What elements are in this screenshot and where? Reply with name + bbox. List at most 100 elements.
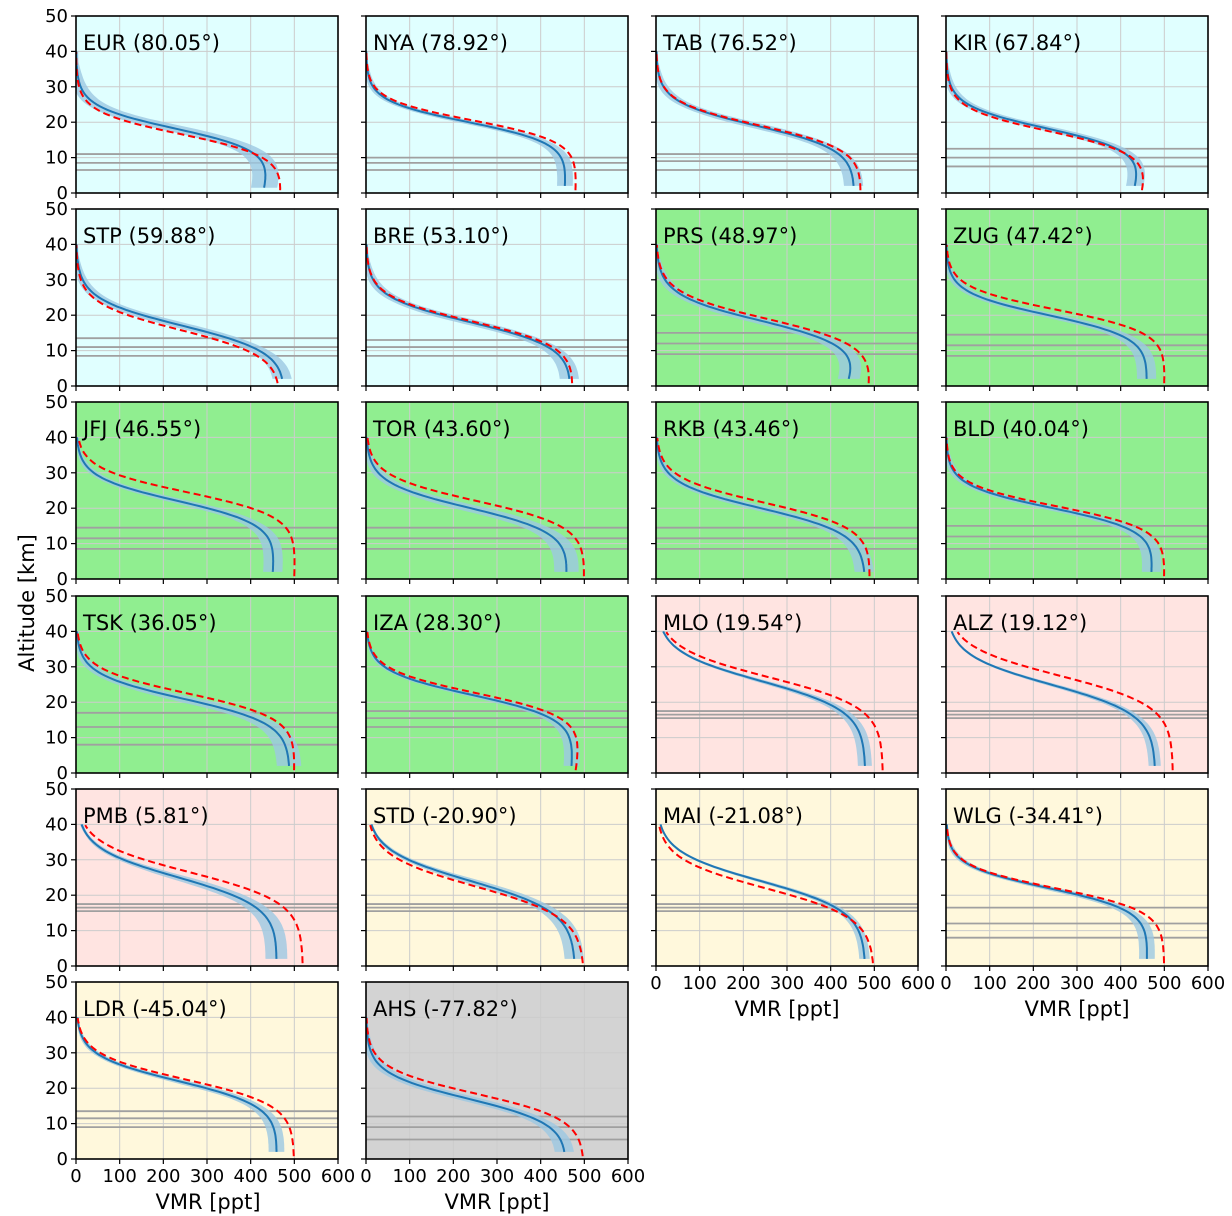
plot-area [366,16,628,193]
panel: 0 100 200 300 400 500 600 AHS (-77.82°) [360,981,645,1187]
plot-area [366,209,628,386]
y-tick-label: 40 [45,814,68,835]
panel-title: TSK (36.05°) [82,611,217,635]
panel: 0 10 20 30 40 50 STP (59.88°) [45,199,339,397]
panel: IZA (28.30°) [361,595,629,778]
reference-profile-line [656,52,862,191]
panel: KIR (67.84°) [941,15,1209,198]
plot-area [946,789,1208,966]
y-tick-label: 30 [45,270,68,291]
reference-profile-line [956,631,1174,771]
x-tick-label: 100 [102,1166,136,1187]
reference-profile-line [946,824,1165,964]
x-tick-label: 500 [277,1166,311,1187]
reference-profile-line [84,824,304,964]
x-axis-title: VMR [ppt] [1024,997,1129,1021]
panel-grid: 0 10 20 30 40 50 EUR (80.05°) NYA (78.92°) TAB (… [45,6,1225,1187]
x-tick-label: 300 [190,1166,224,1187]
plot-area [366,596,628,773]
y-tick-label: 20 [45,885,68,906]
panel-title: KIR (67.84°) [953,31,1081,55]
mean-profile-line [366,51,566,186]
y-tick-label: 50 [45,779,68,800]
y-tick-label: 10 [45,921,68,942]
x-tick-label: 300 [770,973,804,994]
reference-profile-line [946,244,1166,384]
plot-area [76,596,338,773]
x-tick-label: 100 [682,973,716,994]
plot-area [656,209,918,386]
y-tick-label: 40 [45,234,68,255]
y-tick-label: 10 [45,341,68,362]
panel: 0 10 20 30 40 50 JFJ (46.55°) [45,392,339,590]
plot-area [366,402,628,579]
spread-band [76,631,302,766]
spread-band [656,437,874,572]
y-tick-label: 50 [45,6,68,27]
x-axis-title: VMR [ppt] [155,1190,260,1214]
spread-band [76,244,292,379]
panel: ALZ (19.12°) [941,595,1209,778]
spread-band [366,437,579,572]
reference-profile-line [366,631,579,771]
mean-profile-line [656,437,866,573]
plot-area [656,16,918,193]
panel: NYA (78.92°) [361,15,629,198]
x-axis-title: VMR [ppt] [444,1190,549,1214]
panel: ZUG (47.42°) [941,208,1209,391]
x-tick-label: 400 [1103,973,1137,994]
y-tick-label: 10 [45,534,68,555]
reference-profile-line [946,438,1166,577]
plot-area [656,789,918,966]
x-tick-label: 600 [901,973,935,994]
y-tick-label: 30 [45,1043,68,1064]
y-tick-label: 10 [45,148,68,169]
panel-title: ZUG (47.42°) [953,224,1093,248]
y-tick-label: 20 [45,498,68,519]
y-tick-label: 30 [45,77,68,98]
panel-title: MAI (-21.08°) [663,804,803,828]
plot-area [946,596,1208,773]
mean-profile-line [366,1017,566,1153]
plot-area [946,402,1208,579]
mean-profile-line [946,244,1148,379]
panel-title: EUR (80.05°) [83,31,220,55]
y-tick-label: 20 [45,112,68,133]
reference-profile-line [77,437,296,577]
y-tick-label: 0 [57,763,68,784]
y-tick-label: 40 [45,427,68,448]
x-tick-label: 0 [70,1166,81,1187]
plot-area [76,209,338,386]
spread-band [656,244,862,379]
y-axis-title: Altitude [km] [15,534,39,672]
plot-area [946,16,1208,193]
mean-profile-line [76,631,290,766]
panel-title: RKB (43.46°) [663,417,799,441]
y-tick-label: 0 [57,1149,68,1170]
plot-area [946,209,1208,386]
y-tick-label: 40 [45,1007,68,1028]
spread-band [76,51,279,188]
reference-profile-line [76,1017,295,1157]
plot-area [76,16,338,193]
reference-profile-line [366,52,577,191]
y-tick-label: 20 [45,305,68,326]
panel-title: NYA (78.92°) [373,31,508,55]
x-tick-label: 600 [611,1166,645,1187]
mean-profile-line [662,630,866,766]
plot-area [366,789,628,966]
y-tick-label: 40 [45,621,68,642]
panel: TAB (76.52°) [651,15,919,198]
y-tick-label: 30 [45,657,68,678]
panel-title: LDR (-45.04°) [83,997,227,1021]
y-tick-label: 0 [57,183,68,204]
x-tick-label: 600 [321,1166,355,1187]
mean-profile-line [659,824,866,959]
reference-profile-line [76,52,282,191]
plot-area [656,402,918,579]
panel-title: WLG (-34.41°) [953,804,1103,828]
mean-profile-line [76,1017,278,1152]
x-tick-label: 300 [480,1166,514,1187]
reference-profile-line [366,245,574,384]
